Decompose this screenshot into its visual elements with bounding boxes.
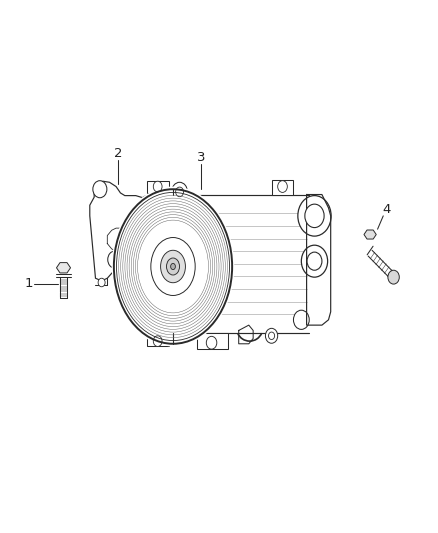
Polygon shape <box>197 333 228 349</box>
Circle shape <box>293 310 309 329</box>
Circle shape <box>307 252 322 270</box>
Polygon shape <box>147 334 169 346</box>
Text: 4: 4 <box>382 203 391 216</box>
Polygon shape <box>57 263 71 273</box>
Circle shape <box>153 181 162 192</box>
Ellipse shape <box>151 238 195 295</box>
Circle shape <box>298 196 331 236</box>
Circle shape <box>98 278 105 287</box>
Polygon shape <box>151 195 320 333</box>
Polygon shape <box>272 180 293 195</box>
Text: 3: 3 <box>197 151 206 164</box>
Ellipse shape <box>171 263 175 270</box>
Circle shape <box>93 181 107 198</box>
Circle shape <box>172 182 187 201</box>
Text: 2: 2 <box>114 147 123 160</box>
Circle shape <box>278 181 287 192</box>
Polygon shape <box>147 181 169 193</box>
Circle shape <box>265 328 278 343</box>
Ellipse shape <box>161 251 185 282</box>
Circle shape <box>108 251 122 268</box>
Circle shape <box>153 336 162 346</box>
Ellipse shape <box>112 187 234 346</box>
Text: 1: 1 <box>24 277 33 290</box>
Ellipse shape <box>166 258 180 275</box>
Circle shape <box>140 196 154 213</box>
Circle shape <box>388 270 399 284</box>
Circle shape <box>301 245 328 277</box>
Circle shape <box>268 332 275 340</box>
Polygon shape <box>90 181 155 281</box>
Circle shape <box>176 187 184 197</box>
Circle shape <box>206 336 217 349</box>
Polygon shape <box>364 230 376 239</box>
Circle shape <box>305 204 324 228</box>
